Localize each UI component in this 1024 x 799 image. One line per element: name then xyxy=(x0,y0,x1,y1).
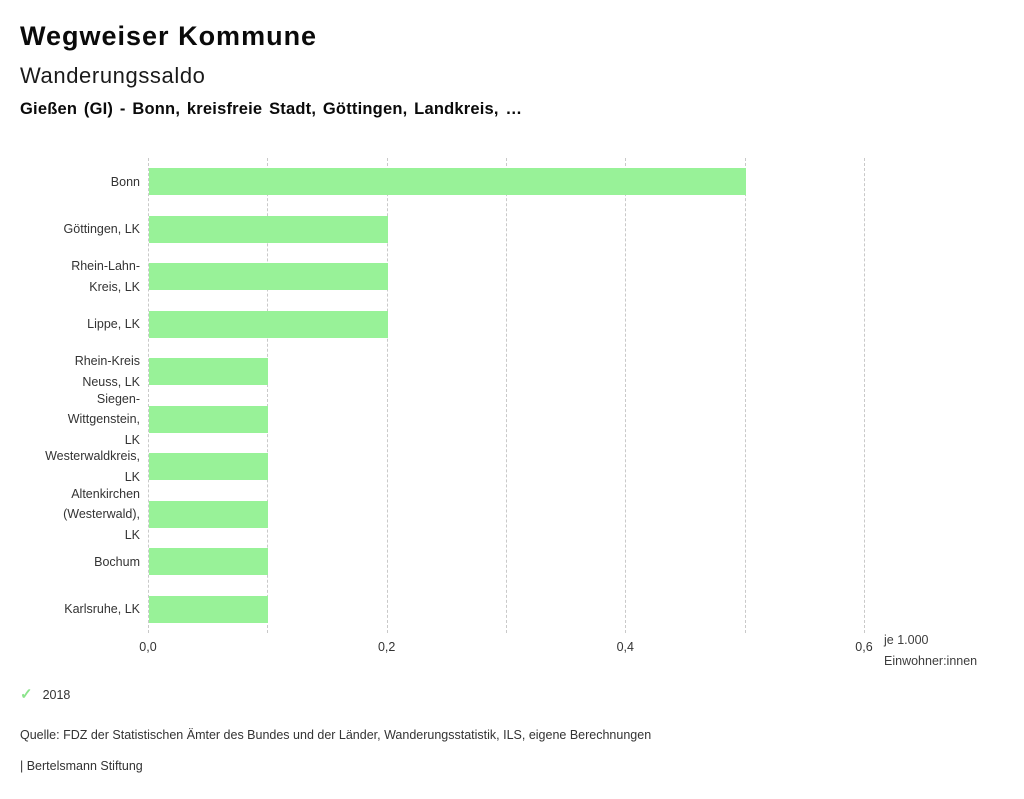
bar-bochum[interactable] xyxy=(149,548,269,576)
gridline xyxy=(386,158,388,633)
bar-rhein-kreis-neuss-lk[interactable] xyxy=(149,358,269,386)
branding-text: | Bertelsmann Stiftung xyxy=(20,759,143,773)
bar-karlsruhe-lk[interactable] xyxy=(149,595,269,623)
gridline xyxy=(744,158,746,633)
gridline xyxy=(267,158,269,633)
category-label: Altenkirchen (Westerwald), LK xyxy=(63,486,140,542)
x-axis-unit-label: je 1.000 Einwohner:innen xyxy=(884,630,977,672)
category-label: Rhein-Kreis Neuss, LK xyxy=(74,354,140,389)
bar-lippe-lk[interactable] xyxy=(149,310,388,338)
x-tick-label: 0,6 xyxy=(855,640,873,654)
x-axis-unit-line-2: Einwohner:innen xyxy=(884,654,978,668)
legend: ✓ 2018 xyxy=(20,687,70,702)
check-icon: ✓ xyxy=(20,686,33,703)
gridline xyxy=(148,158,149,633)
source-text: Quelle: FDZ der Statistischen Ämter des … xyxy=(20,728,652,742)
legend-item-2018[interactable]: ✓ 2018 xyxy=(20,687,70,702)
x-tick-label: 0,4 xyxy=(616,640,634,654)
bar-altenkirchen-westerwald-lk[interactable] xyxy=(149,500,269,528)
gridline xyxy=(506,158,507,633)
bar-westerwaldkreis-lk[interactable] xyxy=(149,453,269,481)
bar-siegen-wittgenstein-lk[interactable] xyxy=(149,405,269,433)
y-axis-labels: Bonn Göttingen, LK Rhein-Lahn- Kreis, LK Lip… xyxy=(0,158,140,633)
chart-title: Wanderungssaldo xyxy=(20,63,206,88)
x-tick-label: 0,2 xyxy=(377,640,396,654)
x-axis-labels: 0,0 0,2 0,4 0,6 xyxy=(139,640,872,658)
category-label: Siegen- Wittgenstein, LK xyxy=(67,391,140,447)
x-tick-label: 0,0 xyxy=(139,640,157,654)
gridline xyxy=(625,158,627,633)
legend-item-label: 2018 xyxy=(42,687,71,702)
bar-rhein-lahn-kreis-lk[interactable] xyxy=(149,263,388,291)
category-label: Bochum xyxy=(94,554,140,569)
plot-area xyxy=(148,158,865,633)
category-label: Rhein-Lahn- Kreis, LK xyxy=(71,259,140,294)
category-label: Westerwaldkreis, LK xyxy=(45,449,140,484)
category-label: Bonn xyxy=(110,174,140,189)
category-label: Lippe, LK xyxy=(87,317,140,331)
bar-göttingen-lk[interactable] xyxy=(149,215,388,243)
gridline xyxy=(864,158,865,633)
category-label: Göttingen, LK xyxy=(63,222,140,236)
chart-selection-subtitle: Gießen (GI) - Bonn, kreisfreie Stadt, Gö… xyxy=(20,100,523,118)
x-axis-unit-line-1: je 1.000 xyxy=(884,633,929,647)
category-label: Karlsruhe, LK xyxy=(64,602,140,616)
page-title: Wegweiser Kommune xyxy=(20,21,318,51)
bar-bonn[interactable] xyxy=(149,168,746,196)
